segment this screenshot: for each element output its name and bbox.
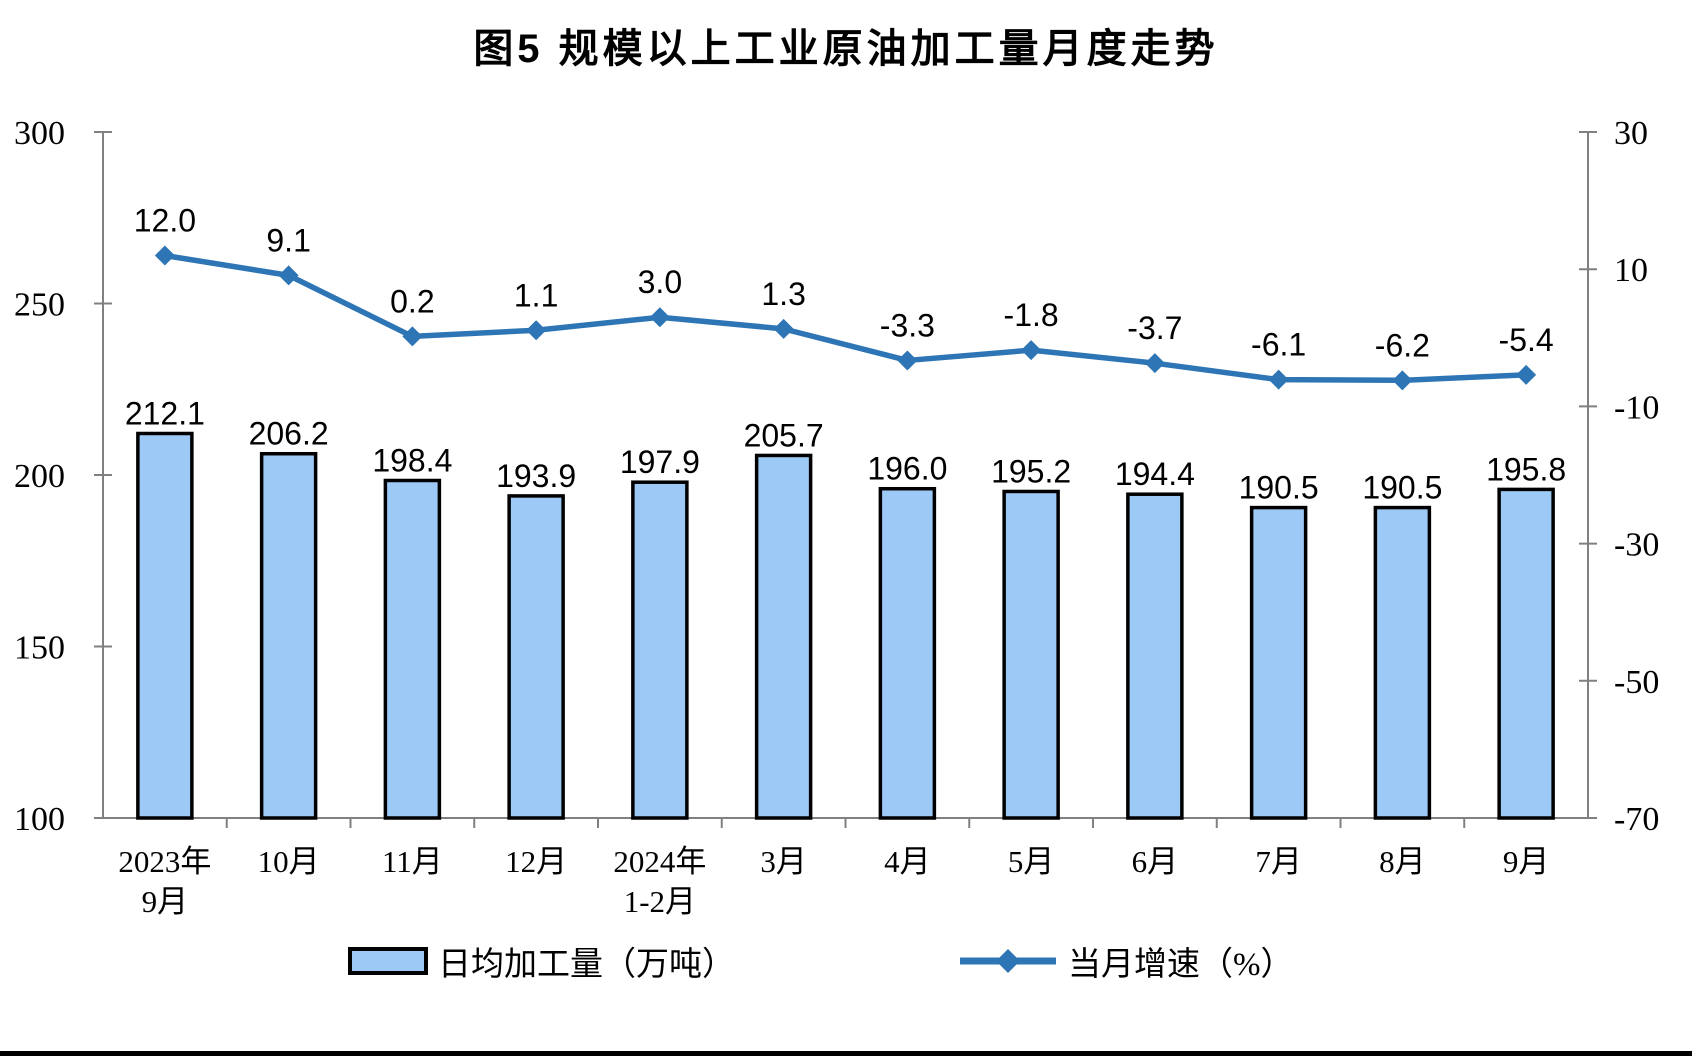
left-axis-tick-label: 250 bbox=[14, 287, 65, 324]
x-category-label: 9月 bbox=[1503, 844, 1550, 879]
line-value-label: -6.2 bbox=[1375, 327, 1430, 363]
bar bbox=[1373, 505, 1432, 820]
bar bbox=[1002, 489, 1060, 820]
x-category-label: 6月 bbox=[1132, 844, 1179, 879]
bar bbox=[383, 478, 442, 820]
right-axis-tick-label: -70 bbox=[1614, 801, 1659, 838]
line-value-label: 1.1 bbox=[514, 277, 558, 313]
right-axis-tick-label: -30 bbox=[1614, 527, 1659, 564]
bar-value-label: 190.5 bbox=[1362, 470, 1442, 506]
bar bbox=[259, 451, 318, 820]
left-axis-tick-label: 150 bbox=[14, 630, 65, 667]
line-marker-diamond bbox=[1144, 353, 1165, 374]
bar-value-label: 195.2 bbox=[991, 453, 1071, 489]
line-value-label: -1.8 bbox=[1004, 297, 1059, 333]
line-series-swatch-icon bbox=[960, 949, 1056, 973]
line-marker-diamond bbox=[1392, 370, 1413, 391]
bar-value-label: 194.4 bbox=[1115, 456, 1195, 492]
line-marker-diamond bbox=[1021, 340, 1042, 361]
line-marker-diamond bbox=[773, 318, 794, 339]
chart-title: 图5 规模以上工业原油加工量月度走势 bbox=[473, 27, 1219, 71]
x-category-label: 10月 bbox=[258, 844, 320, 879]
bar-value-label: 212.1 bbox=[125, 395, 205, 431]
line-marker-diamond bbox=[526, 320, 547, 341]
bar bbox=[1249, 505, 1308, 820]
bar-series-swatch-icon bbox=[348, 947, 428, 975]
bar-value-label: 197.9 bbox=[620, 444, 700, 480]
right-axis-tick-label: 10 bbox=[1614, 252, 1648, 289]
line-marker-diamond bbox=[649, 307, 670, 328]
bar-value-label: 193.9 bbox=[496, 458, 576, 494]
growth-line bbox=[164, 252, 1527, 384]
line-marker-diamond bbox=[154, 245, 175, 266]
left-axis-tick-label: 100 bbox=[14, 801, 65, 838]
bottom-rule bbox=[0, 1051, 1692, 1056]
bar-value-label: 206.2 bbox=[249, 416, 329, 452]
bar bbox=[754, 453, 813, 820]
right-axis-tick-label: 30 bbox=[1614, 115, 1648, 152]
bar-value-label: 195.8 bbox=[1486, 451, 1566, 487]
line-value-label: -3.3 bbox=[880, 307, 935, 343]
bar bbox=[507, 494, 565, 820]
left-axis-tick-label: 200 bbox=[14, 458, 65, 495]
line-marker-diamond bbox=[1268, 369, 1289, 390]
bar-value-label: 196.0 bbox=[867, 451, 947, 487]
line-marker-diamond bbox=[1516, 364, 1537, 385]
line-value-label: -3.7 bbox=[1127, 310, 1182, 346]
x-category-label: 2023年 bbox=[118, 844, 211, 879]
x-category-label: 3月 bbox=[760, 844, 807, 879]
bar-value-label: 190.5 bbox=[1239, 470, 1319, 506]
x-category-label: 9月 bbox=[142, 884, 189, 919]
bar bbox=[1497, 487, 1555, 820]
x-category-label: 4月 bbox=[884, 844, 931, 879]
line-marker-diamond bbox=[897, 350, 918, 371]
line-value-label: 12.0 bbox=[134, 202, 196, 238]
left-axis-tick-label: 300 bbox=[14, 115, 65, 152]
line-value-label: 3.0 bbox=[638, 264, 682, 300]
bar-value-label: 205.7 bbox=[744, 417, 824, 453]
x-category-label: 5月 bbox=[1008, 844, 1055, 879]
x-category-label: 11月 bbox=[382, 844, 443, 879]
bar bbox=[878, 486, 937, 820]
x-category-label: 8月 bbox=[1379, 844, 1426, 879]
x-category-label: 2024年 bbox=[613, 844, 706, 879]
legend-label-bar-series: 日均加工量（万吨） bbox=[438, 947, 735, 983]
line-value-label: 9.1 bbox=[266, 222, 310, 258]
legend-item-bar-series: 日均加工量（万吨） bbox=[348, 942, 735, 983]
bar bbox=[1126, 492, 1184, 820]
bar bbox=[631, 480, 689, 820]
line-marker-diamond bbox=[402, 326, 423, 347]
right-axis-tick-label: -50 bbox=[1614, 664, 1659, 701]
bar-value-label: 198.4 bbox=[372, 442, 452, 478]
line-value-label: 1.3 bbox=[761, 276, 805, 312]
right-axis-tick-label: -10 bbox=[1614, 389, 1659, 426]
legend-label-line-series: 当月增速（%） bbox=[1068, 947, 1294, 983]
x-category-label: 12月 bbox=[505, 844, 567, 879]
bar bbox=[136, 431, 194, 820]
legend-item-line-series: 当月增速（%） bbox=[958, 942, 1294, 983]
line-value-label: 0.2 bbox=[390, 283, 434, 319]
x-category-label: 7月 bbox=[1255, 844, 1302, 879]
x-category-label: 1-2月 bbox=[624, 884, 696, 919]
line-value-label: -5.4 bbox=[1499, 322, 1554, 358]
line-value-label: -6.1 bbox=[1251, 327, 1306, 363]
line-marker-diamond bbox=[278, 265, 299, 286]
